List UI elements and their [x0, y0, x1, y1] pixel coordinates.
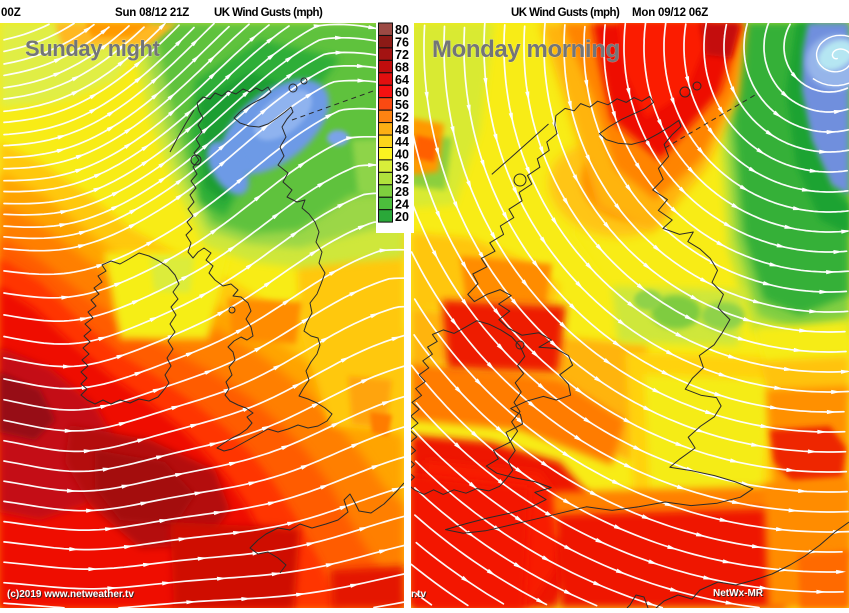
- svg-text:60: 60: [395, 86, 409, 100]
- svg-text:48: 48: [395, 123, 409, 137]
- svg-text:28: 28: [395, 185, 409, 199]
- svg-text:68: 68: [395, 61, 409, 75]
- svg-text:36: 36: [395, 160, 409, 174]
- svg-text:Monday morning: Monday morning: [432, 36, 620, 63]
- svg-text:NetWx-MR: NetWx-MR: [713, 588, 764, 599]
- svg-text:Mon 09/12 06Z: Mon 09/12 06Z: [632, 7, 708, 19]
- svg-text:UK Wind Gusts (mph): UK Wind Gusts (mph): [511, 7, 620, 19]
- svg-text:00Z: 00Z: [1, 7, 21, 19]
- svg-text:NetWx-MR: NetWx-MR: [714, 589, 765, 600]
- svg-text:r.tv: r.tv: [411, 589, 426, 600]
- svg-text:52: 52: [395, 110, 409, 124]
- svg-text:Sunday night: Sunday night: [25, 36, 161, 61]
- svg-text:20: 20: [395, 210, 409, 224]
- svg-text:56: 56: [395, 98, 409, 112]
- svg-text:(c)2019 www.netweather.tv: (c)2019 www.netweather.tv: [8, 590, 135, 601]
- svg-text:(c)2019 www.netweather.tv: (c)2019 www.netweather.tv: [7, 589, 134, 600]
- svg-text:32: 32: [395, 173, 409, 187]
- svg-text:UK Wind Gusts (mph): UK Wind Gusts (mph): [214, 7, 323, 19]
- svg-text:Sun 08/12 21Z: Sun 08/12 21Z: [115, 7, 189, 19]
- svg-text:40: 40: [395, 148, 409, 162]
- svg-text:72: 72: [395, 48, 409, 62]
- svg-text:44: 44: [395, 135, 409, 149]
- svg-text:64: 64: [395, 73, 409, 87]
- svg-text:r.tv: r.tv: [412, 590, 427, 601]
- svg-text:76: 76: [395, 36, 409, 50]
- svg-text:80: 80: [395, 23, 409, 37]
- svg-text:24: 24: [395, 198, 409, 212]
